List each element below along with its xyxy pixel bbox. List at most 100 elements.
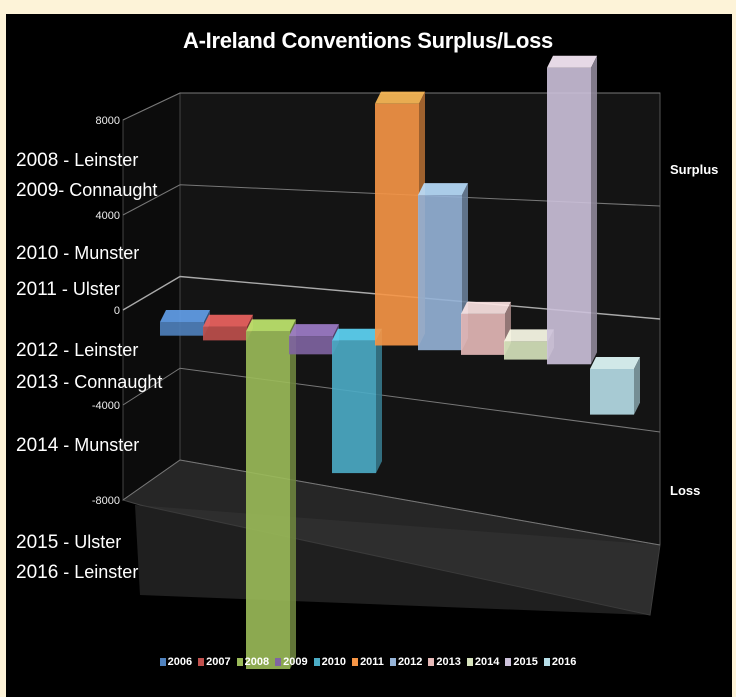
legend-item: 2010: [313, 656, 347, 668]
gridline: [122, 92, 660, 121]
chart-title: A-Ireland Conventions Surplus/Loss: [183, 28, 553, 53]
side-label: 2014 - Munster: [16, 435, 139, 457]
legend-item: 2008: [236, 656, 270, 668]
side-label-year: 2014: [16, 435, 59, 456]
bar-2010: [332, 328, 382, 474]
legend-swatch: [275, 658, 282, 666]
legend-item: 2014: [466, 656, 499, 668]
side-label-year: 2012: [16, 340, 59, 361]
legend-label: 2012: [397, 656, 423, 668]
side-label-text: - Ulster: [58, 532, 122, 552]
bar-top: [461, 301, 511, 314]
side-label-text: - Leinster: [58, 150, 139, 170]
bar-side: [591, 55, 597, 365]
bar-front: [547, 67, 591, 365]
side-label: 2008 - Leinster: [16, 150, 138, 172]
bar-side: [634, 356, 640, 415]
legend-item: 2015: [505, 656, 538, 668]
legend-label: 2006: [167, 656, 193, 668]
legend-label: 2010: [321, 656, 347, 668]
legend-swatch: [313, 658, 320, 666]
bar-2012: [418, 183, 468, 351]
bar-top: [375, 91, 425, 104]
legend-swatch: [543, 658, 550, 666]
bar-2007: [203, 314, 253, 341]
legend-label: 2009: [283, 656, 308, 668]
side-label-text: - Connaught: [58, 180, 158, 200]
side-label-year: 2013: [16, 372, 59, 393]
bar-2009: [289, 324, 339, 355]
bar-top: [160, 310, 210, 322]
bar-top: [203, 314, 253, 327]
side-label: 2010 - Munster: [16, 243, 139, 265]
side-label: 2011 - Ulster: [16, 279, 120, 301]
side-label-year: 2016: [16, 562, 59, 583]
side-label-text: - Leinster: [58, 562, 139, 582]
y-tick-label: 4000: [96, 210, 120, 222]
side-label: 2013 - Connaught: [16, 372, 162, 394]
legend-label: 2011: [360, 656, 384, 668]
legend-item: 2009: [275, 656, 308, 668]
legend-item: 2007: [198, 656, 231, 668]
bar-front: [160, 322, 204, 336]
side-label: 2015 - Ulster: [16, 532, 121, 554]
bar-2015: [547, 55, 597, 365]
y-tick-label: -8000: [92, 495, 120, 507]
bar-top: [289, 324, 339, 337]
y-tick-label: 0: [114, 305, 120, 317]
gridline: [122, 367, 661, 433]
legend-swatch: [466, 658, 473, 666]
bar-2006: [160, 310, 210, 336]
bar-2016: [590, 356, 640, 415]
bar-front: [418, 195, 462, 351]
side-label-text: - Munster: [58, 243, 140, 263]
bar-top: [547, 55, 597, 68]
bar-front: [590, 368, 634, 415]
bar-2014: [504, 329, 554, 360]
side-label-year: 2009: [16, 180, 59, 201]
side-label-year: 2010: [16, 243, 59, 264]
y-tick-label: -4000: [92, 400, 120, 412]
bar-top: [332, 328, 382, 341]
side-label-text: - Connaught: [58, 372, 163, 392]
chart-legend: 2006 2007 2008 2009 2010 2011 2012 2013 2014 2015…: [0, 656, 736, 668]
side-label-year: 2011: [16, 279, 57, 300]
bar-top: [590, 356, 640, 369]
bar-top: [418, 183, 468, 196]
legend-label: 2013: [436, 656, 461, 668]
bar-2011: [375, 91, 425, 346]
legend-swatch: [236, 658, 243, 666]
bar-front: [246, 331, 290, 670]
gridline: [122, 184, 661, 216]
y-axis-ticks: 8000 4000 0 -4000 -8000: [92, 115, 120, 507]
side-label-text: - Munster: [58, 435, 140, 455]
bar-2013: [461, 301, 511, 355]
side-label-text: - Ulster: [56, 279, 120, 299]
legend-swatch: [159, 658, 166, 666]
legend-item: 2012: [389, 656, 423, 668]
legend-swatch: [389, 658, 396, 666]
legend-item: 2013: [428, 656, 461, 668]
side-label-text: - Leinster: [58, 340, 139, 360]
bar-front: [332, 340, 376, 474]
legend-swatch: [198, 658, 205, 666]
legend-label: 2015: [513, 656, 538, 668]
side-label: 2016 - Leinster: [16, 562, 138, 584]
loss-label: Loss: [670, 483, 701, 498]
bar-top: [246, 319, 296, 332]
legend-item: 2016: [543, 656, 577, 668]
side-label-year: 2008: [16, 150, 59, 171]
legend-item: 2006: [159, 656, 193, 668]
legend-label: 2016: [551, 656, 577, 668]
chart-gridlines: [122, 92, 661, 546]
bar-2008: [246, 319, 296, 670]
bar-front: [504, 341, 548, 360]
bar-front: [461, 313, 505, 355]
bar-front: [375, 103, 419, 346]
legend-swatch: [428, 658, 435, 666]
gridline: [122, 459, 661, 546]
side-label: 2012 - Leinster: [16, 340, 138, 362]
legend-swatch: [505, 658, 512, 666]
legend-label: 2008: [244, 656, 270, 668]
